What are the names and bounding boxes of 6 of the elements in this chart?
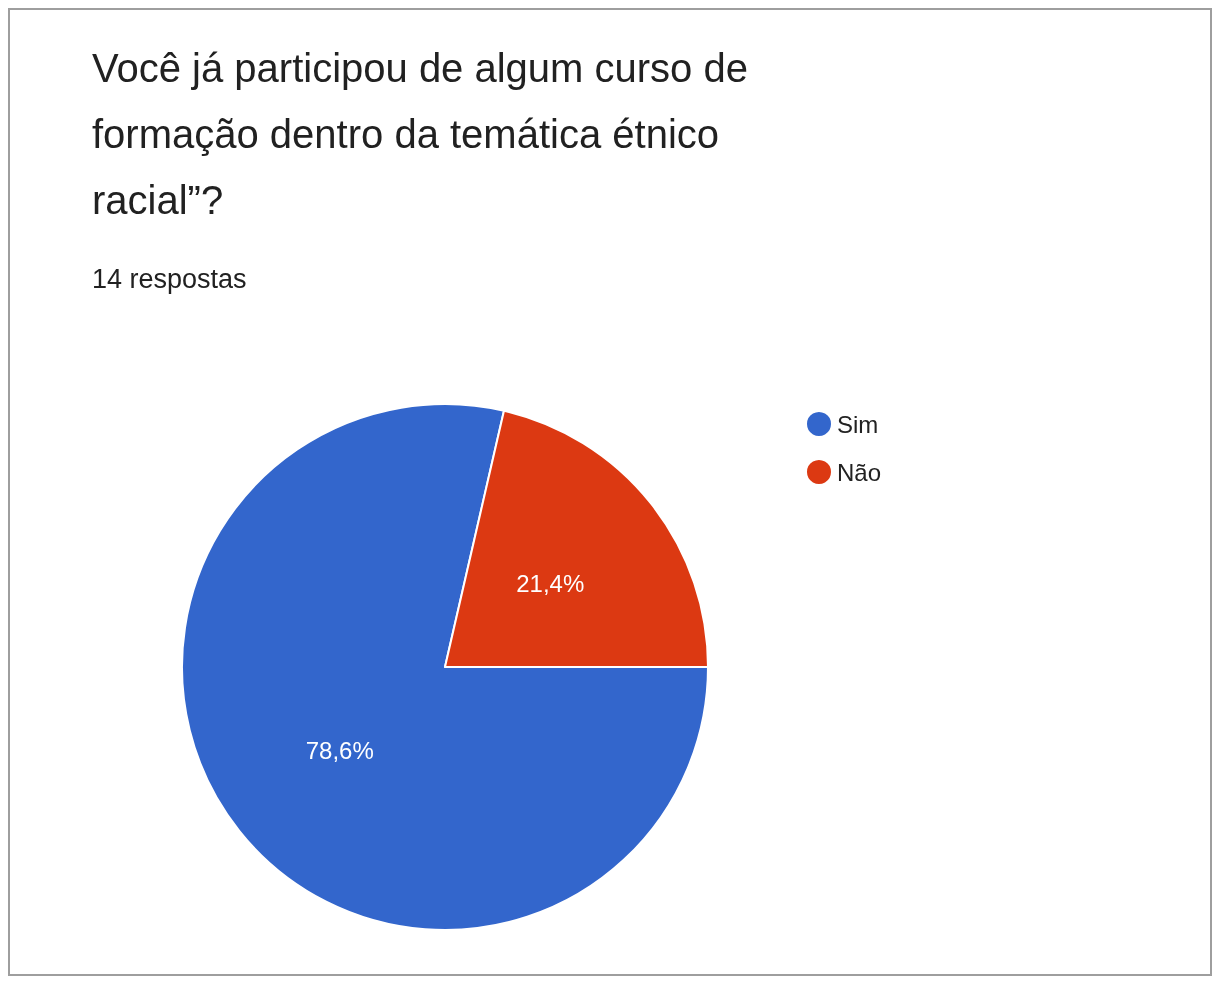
legend-label: Sim [837,410,879,438]
chart-subtitle: 14 respostas [92,263,247,294]
legend-label: Não [837,458,882,486]
data-label: 78,6% [305,737,374,765]
data-label: 21,4% [516,569,585,597]
chart-title: Você já participou de algum curso de formação dentro da temática étnico racial”? [92,46,760,222]
